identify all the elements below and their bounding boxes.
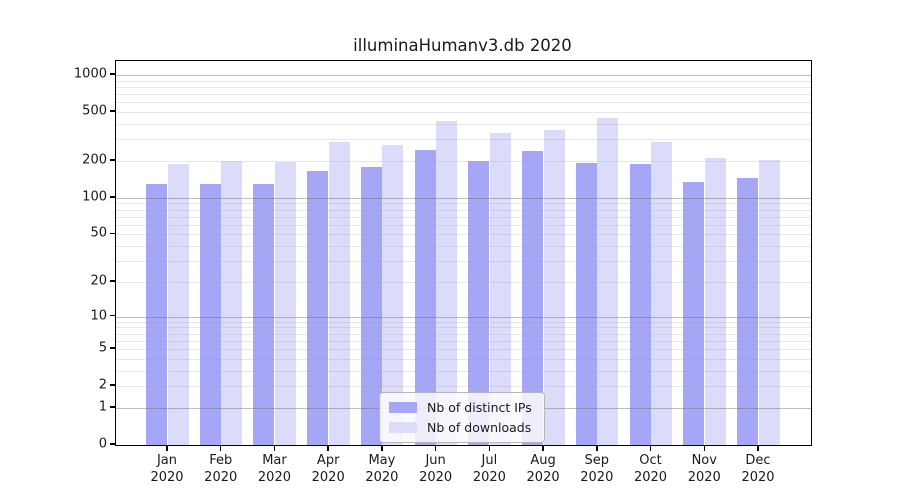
x-tick-mark-mar [273,445,276,451]
bar-distinct-ips-jun [414,149,436,445]
y-tick-mark-200 [110,159,115,161]
y-tick-label-20: 20 [90,273,107,289]
y-tick-mark-0 [110,443,115,445]
x-tick-label-jan: Jan 2020 [150,453,184,485]
y-tick-label-1000: 1000 [73,66,107,82]
y-tick-label-1: 1 [98,399,107,415]
x-tick-label-jul: Jul 2020 [472,453,506,485]
bar-downloads-feb [221,161,243,445]
y-tick-mark-500 [110,110,115,112]
bar-downloads-oct [651,141,673,445]
legend-label-downloads: Nb of downloads [427,420,532,435]
y-tick-label-5: 5 [98,340,107,356]
y-tick-mark-50 [110,232,115,235]
bar-downloads-may [382,144,404,445]
bar-downloads-apr [328,142,350,445]
bar-distinct-ips-aug [522,150,544,445]
y-tick-label-500: 500 [82,103,107,119]
y-tick-mark-5 [110,347,115,349]
bar-distinct-ips-apr [307,171,329,445]
x-tick-label-sep: Sep 2020 [580,453,614,485]
y-tick-label-50: 50 [90,225,107,241]
legend: Nb of distinct IPs Nb of downloads [379,392,545,443]
x-tick-mark-aug [542,445,544,451]
legend-label-distinct-ips: Nb of distinct IPs [427,400,532,415]
y-tick-label-10: 10 [90,308,107,324]
bar-downloads-jan [167,163,189,445]
y-tick-label-100: 100 [82,189,107,205]
bar-distinct-ips-dec [737,177,758,445]
legend-item-downloads: Nb of downloads [389,420,532,435]
x-tick-mark-dec [757,445,759,451]
bar-downloads-mar [274,162,296,445]
x-tick-label-nov: Nov 2020 [687,453,721,485]
bars-layer [116,61,811,445]
bar-distinct-ips-jan [146,183,167,445]
x-tick-mark-sep [596,445,598,451]
x-tick-mark-apr [327,445,329,451]
y-tick-label-0: 0 [98,436,107,452]
x-tick-mark-jun [434,445,437,451]
bar-distinct-ips-sep [575,162,597,445]
x-tick-mark-jan [166,445,168,451]
y-tick-mark-20 [110,280,115,282]
y-tick-mark-2 [110,384,115,386]
x-tick-label-dec: Dec 2020 [741,453,775,485]
chart-title: illuminaHumanv3.db 2020 [353,36,572,55]
bar-downloads-dec [758,160,780,445]
bar-distinct-ips-may [360,167,382,445]
x-tick-label-aug: Aug 2020 [526,453,560,485]
x-tick-mark-jul [488,445,491,451]
bar-distinct-ips-feb [199,184,221,445]
legend-swatch-downloads [389,422,417,433]
x-tick-label-oct: Oct 2020 [633,453,668,485]
bar-downloads-jul [489,133,511,445]
x-tick-mark-nov [703,445,705,451]
legend-swatch-distinct-ips [389,402,417,413]
bar-downloads-nov [704,157,726,445]
legend-item-distinct-ips: Nb of distinct IPs [389,400,532,415]
x-tick-label-apr: Apr 2020 [311,453,345,485]
x-tick-mark-oct [649,445,652,451]
y-tick-label-200: 200 [82,152,107,168]
x-tick-label-jun: Jun 2020 [419,453,453,485]
bar-distinct-ips-nov [683,181,705,445]
bar-distinct-ips-jul [468,161,490,445]
bar-downloads-sep [597,117,619,445]
bar-distinct-ips-mar [253,183,275,445]
y-tick-mark-1000 [110,73,115,75]
x-tick-mark-may [381,445,383,451]
bar-downloads-aug [543,130,565,445]
y-tick-mark-100 [110,196,115,198]
x-tick-label-feb: Feb 2020 [204,453,238,485]
x-tick-label-mar: Mar 2020 [257,453,291,485]
y-tick-mark-10 [110,314,115,317]
bar-downloads-jun [436,121,458,445]
plot-area: Nb of distinct IPs Nb of downloads [115,60,812,446]
x-tick-mark-feb [220,445,222,451]
x-tick-label-may: May 2020 [365,453,399,485]
y-tick-mark-1 [110,406,115,408]
y-tick-label-2: 2 [98,377,107,393]
bar-distinct-ips-oct [629,164,651,445]
